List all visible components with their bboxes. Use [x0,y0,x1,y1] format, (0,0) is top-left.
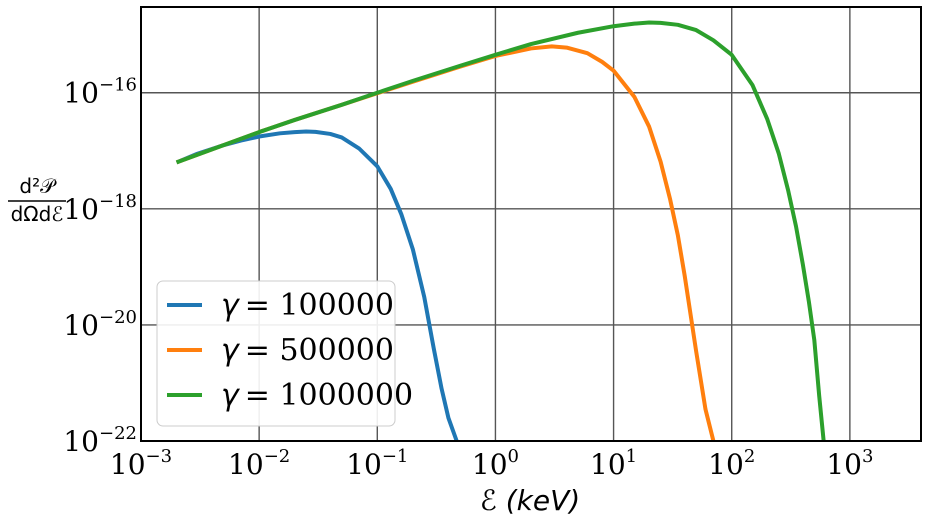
legend: γ = 100000 γ = 500000 γ = 1000000 [156,280,413,427]
y-tick-label: 10−22 [63,423,137,458]
x-tick-label: 102 [708,446,755,481]
x-tick-label: 10−2 [228,446,290,481]
series-group [175,20,826,442]
legend-label-1: γ = 100000 [221,288,394,323]
series-line-1 [175,129,459,442]
x-tick-label: 10−1 [346,446,408,481]
legend-box [156,280,396,427]
y-tick-label: 10−16 [63,75,137,110]
y-axis-label-top: d²𝒫 [19,174,57,198]
x-tick-label: 101 [590,446,637,481]
series-line-3 [175,20,826,442]
x-tick-label: 103 [826,446,873,481]
plot-frame [140,6,922,442]
y-tick-labels: 10−16 10−18 10−20 10−22 [63,75,137,458]
x-tick-label: 100 [472,446,519,481]
x-tick-labels: 10−3 10−2 10−1 100 101 102 103 [110,446,874,481]
y-tick-label: 10−20 [63,307,137,342]
y-tick-label: 10−18 [63,191,137,226]
legend-label-3: γ = 1000000 [221,378,413,413]
x-axis-label: ℰ (keV) [480,484,580,517]
legend-label-2: γ = 500000 [221,333,394,368]
y-axis-label-bottom: dΩdℰ [11,202,64,226]
y-axis-label: d²𝒫 dΩdℰ [8,174,66,226]
legend-entries: γ = 100000 γ = 500000 γ = 1000000 [167,288,413,413]
x-tick-label: 10−3 [110,446,172,481]
